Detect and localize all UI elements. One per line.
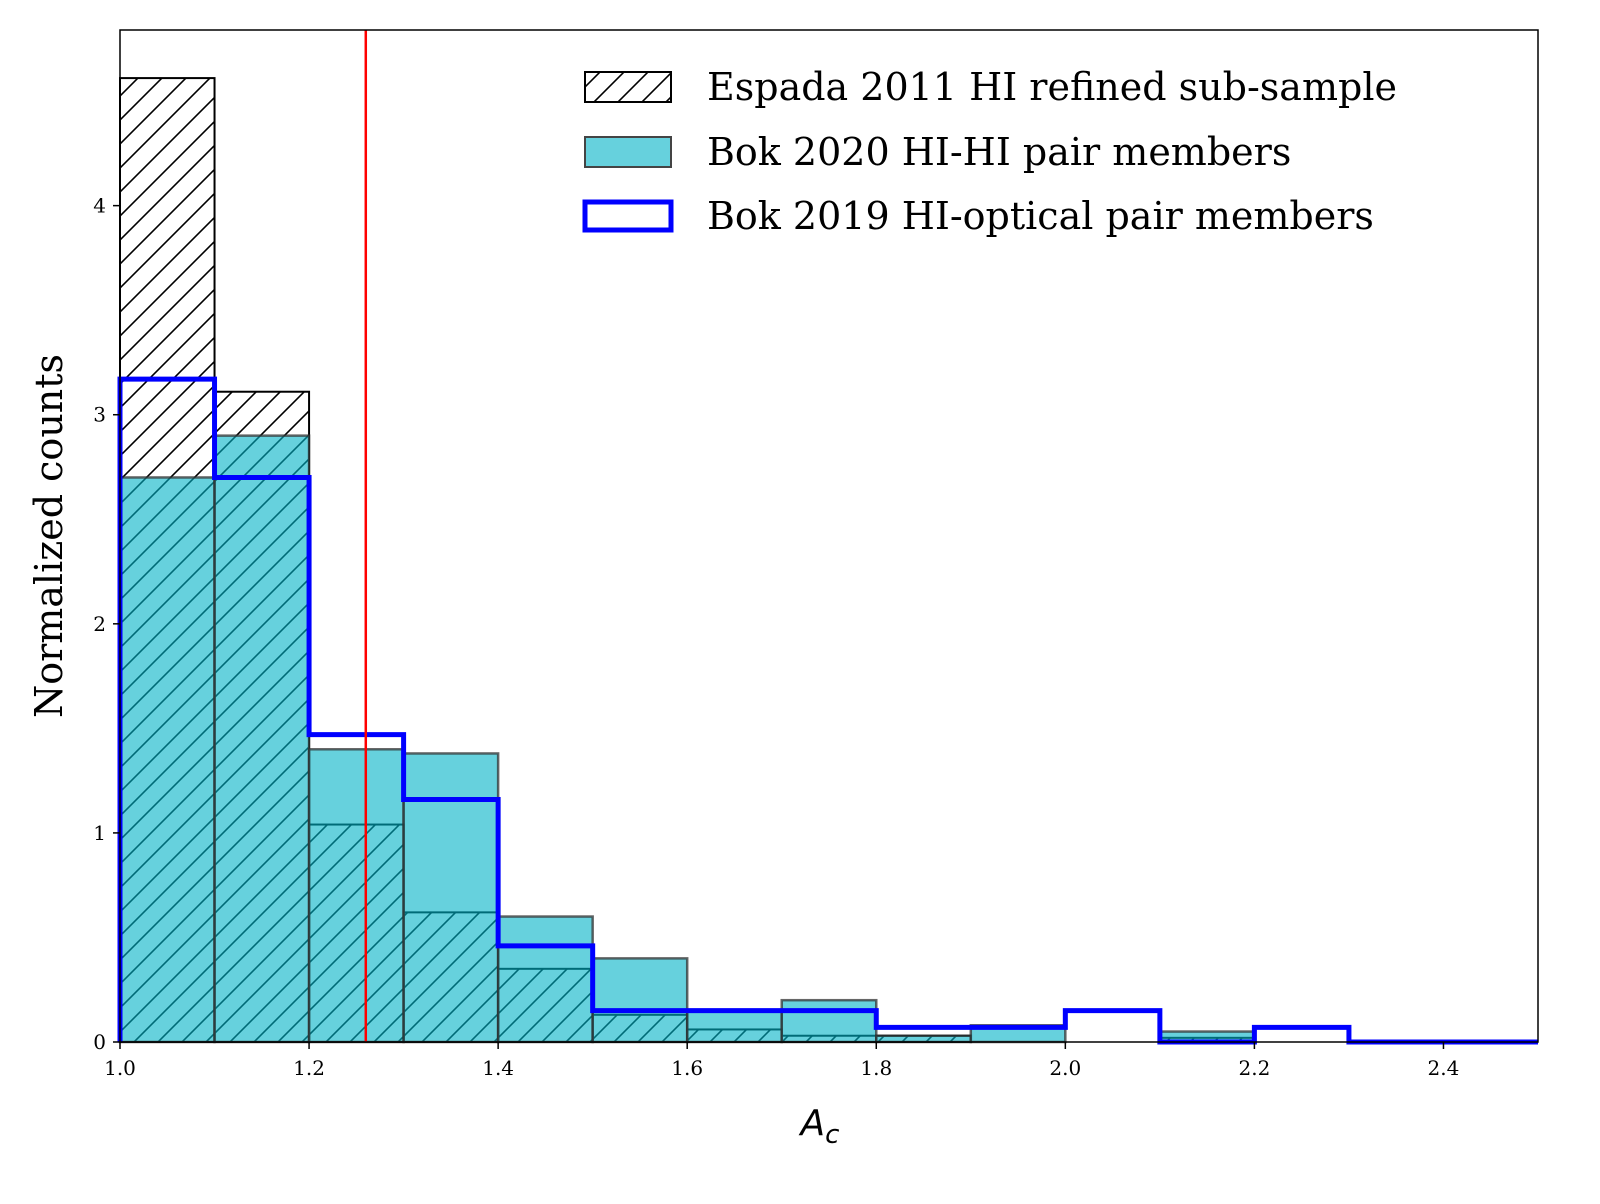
y-tick-label: 2	[93, 612, 106, 636]
bok2020-bar	[213, 434, 311, 1044]
legend-label-espada: Espada 2011 HI refined sub-sample	[707, 65, 1397, 109]
legend-label-bok2019: Bok 2019 HI-optical pair members	[707, 194, 1374, 238]
y-tick-label: 4	[93, 194, 106, 218]
bok2020-bar	[780, 998, 878, 1044]
legend-label-bok2020: Bok 2020 HI-HI pair members	[707, 130, 1291, 174]
y-tick-label: 1	[93, 821, 106, 845]
bok2020-bars	[118, 434, 1256, 1044]
bok2020-bar	[591, 957, 689, 1044]
x-tick-label: 1.0	[104, 1056, 136, 1080]
x-tick-label: 1.8	[860, 1056, 892, 1080]
legend-swatch-bok2020	[584, 136, 672, 168]
bok2020-bar	[875, 1034, 973, 1044]
bok2020-bar	[402, 752, 500, 1044]
x-tick-label: 2.2	[1238, 1056, 1270, 1080]
plot-frame	[119, 29, 1539, 1043]
bok2019-step-line	[117, 376, 1538, 1045]
y-tick-label: 3	[93, 403, 106, 427]
bok2020-bar	[118, 476, 216, 1044]
x-tick-label: 1.6	[671, 1056, 703, 1080]
bok2020-bar	[307, 748, 405, 1044]
y-axis-label: Normalized counts	[27, 354, 71, 718]
y-tick-label: 0	[93, 1030, 106, 1054]
x-tick-label: 1.4	[482, 1056, 514, 1080]
legend: Espada 2011 HI refined sub-sample Bok 20…	[582, 65, 1397, 238]
x-tick-label: 2.4	[1428, 1056, 1460, 1080]
bok2020-bar	[685, 1009, 783, 1044]
x-tick-label: 1.2	[293, 1056, 325, 1080]
x-axis-ticks: 1.0 1.2 1.4 1.6 1.8 2.0 2.2 2.4	[104, 1042, 1459, 1080]
x-tick-label: 2.0	[1049, 1056, 1081, 1080]
x-axis-label: Ac	[799, 1103, 840, 1150]
y-axis-ticks: 0 1 2 3 4	[93, 194, 120, 1054]
legend-swatch-espada	[584, 71, 672, 103]
bok2020-bar	[496, 915, 594, 1044]
legend-swatch-bok2019	[582, 199, 674, 233]
